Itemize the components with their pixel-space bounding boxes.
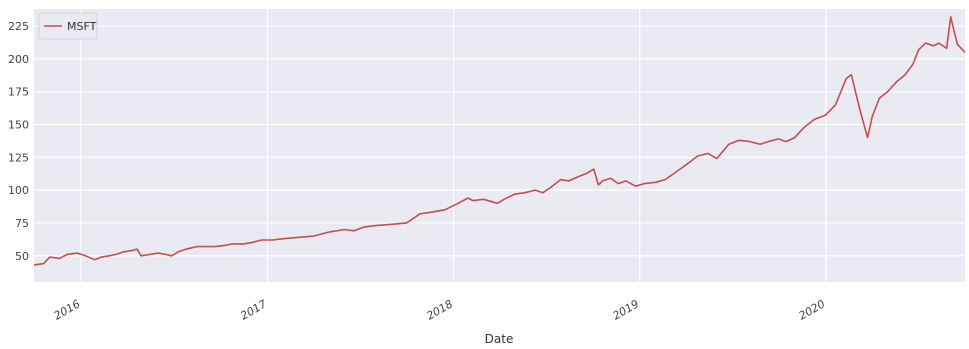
y-axis-ticks: 50 75 100 125 150 175 200 225 [8, 20, 29, 263]
series-line-msft [33, 16, 966, 266]
x-tick-label: 2020 [797, 297, 828, 322]
y-tick-label: 175 [8, 86, 29, 99]
y-tick-label: 200 [8, 53, 29, 66]
x-tick-label: 2018 [424, 297, 455, 322]
y-tick-label: 75 [15, 217, 29, 230]
x-tick-label: 2016 [52, 297, 83, 322]
y-tick-label: 125 [8, 151, 29, 164]
x-axis-ticks: 2016 2017 2018 2019 2020 [52, 297, 828, 322]
y-tick-label: 150 [8, 119, 29, 132]
gridlines [34, 9, 965, 282]
x-tick-label: 2019 [610, 297, 641, 322]
legend: MSFT [38, 12, 98, 40]
plot-background [34, 9, 965, 282]
x-axis-label: Date [485, 332, 514, 346]
y-tick-label: 225 [8, 20, 29, 33]
series-layer [33, 16, 966, 266]
legend-label: MSFT [67, 20, 97, 33]
y-tick-label: 50 [15, 250, 29, 263]
x-tick-label: 2017 [238, 297, 269, 322]
legend-box [38, 12, 98, 40]
y-tick-label: 100 [8, 184, 29, 197]
